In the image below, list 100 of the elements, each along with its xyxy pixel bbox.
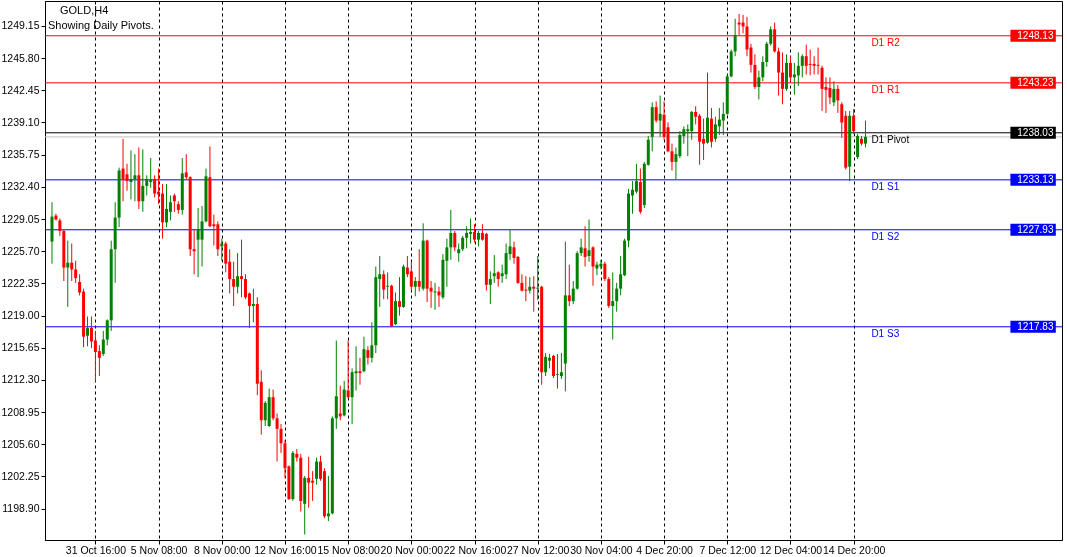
candlestick bbox=[832, 80, 836, 107]
annotation: 1243.23 bbox=[1017, 76, 1054, 88]
ref-line-label: D1 R1 bbox=[871, 83, 901, 95]
ref-line-label: D1 S2 bbox=[871, 230, 900, 242]
candlestick bbox=[852, 108, 856, 135]
candlestick bbox=[251, 288, 255, 323]
candlestick bbox=[346, 340, 350, 399]
x-tick-label: 14 Dec 20:00 bbox=[822, 543, 886, 556]
candlestick bbox=[66, 240, 70, 308]
candlestick bbox=[397, 276, 401, 317]
candlestick bbox=[149, 157, 153, 189]
candlestick bbox=[97, 344, 101, 377]
candlestick bbox=[196, 207, 200, 278]
candlestick bbox=[307, 456, 311, 509]
candlestick bbox=[236, 252, 240, 294]
y-tick-label: 1215.65 bbox=[1, 341, 40, 354]
candlestick bbox=[453, 230, 457, 252]
candlestick bbox=[804, 44, 808, 75]
candlestick bbox=[769, 25, 773, 47]
candlestick bbox=[603, 261, 607, 282]
candlestick bbox=[761, 55, 765, 82]
candlestick bbox=[228, 248, 232, 294]
candlestick bbox=[382, 269, 386, 300]
candlestick bbox=[559, 352, 563, 380]
candlestick bbox=[394, 291, 398, 326]
y-tick-label: 1232.40 bbox=[1, 180, 40, 193]
ref-line-label: D1 S3 bbox=[871, 327, 900, 339]
y-tick-label: 1229.05 bbox=[1, 212, 40, 225]
candlestick bbox=[733, 18, 737, 57]
candlestick bbox=[232, 261, 236, 307]
x-tick-label: 20 Nov 00:00 bbox=[380, 543, 444, 556]
candlestick bbox=[634, 163, 638, 195]
candlestick bbox=[702, 118, 706, 161]
candlestick bbox=[153, 174, 157, 198]
candlestick bbox=[172, 193, 176, 213]
candlestick bbox=[796, 51, 800, 87]
x-tick-label: 12 Dec 04:00 bbox=[759, 543, 823, 556]
candlestick bbox=[145, 174, 149, 196]
candlestick bbox=[808, 49, 812, 76]
x-tick-label: 22 Nov 16:00 bbox=[443, 543, 507, 556]
candlestick bbox=[263, 400, 267, 427]
candlestick bbox=[552, 354, 555, 379]
annotation: 1233.13 bbox=[1017, 173, 1054, 185]
x-tick-label: 4 Dec 20:00 bbox=[636, 543, 694, 556]
y-tick-label: 1222.35 bbox=[1, 276, 40, 289]
candlestick bbox=[78, 273, 82, 296]
candlestick bbox=[492, 254, 496, 284]
candlestick bbox=[362, 336, 366, 373]
candlestick bbox=[465, 225, 469, 249]
candlestick bbox=[544, 352, 548, 377]
candlestick bbox=[358, 357, 362, 386]
candlestick bbox=[165, 183, 168, 228]
candlestick bbox=[101, 330, 105, 357]
candlestick bbox=[121, 138, 125, 202]
x-tick-label: 30 Nov 04:00 bbox=[570, 543, 633, 556]
candlestick bbox=[105, 318, 109, 346]
candlestick bbox=[370, 321, 374, 364]
candlestick bbox=[93, 330, 97, 383]
candlestick bbox=[386, 271, 390, 300]
candlestick bbox=[654, 100, 658, 123]
candlestick bbox=[611, 271, 615, 341]
y-tick-label: 1242.45 bbox=[1, 83, 40, 96]
candlestick bbox=[800, 53, 804, 78]
ref-line-label: D1 R2 bbox=[871, 36, 901, 48]
candlestick bbox=[555, 353, 559, 390]
annotation: 1227.93 bbox=[1017, 223, 1054, 235]
text: Showing Daily Pivots. bbox=[48, 19, 154, 31]
candlestick bbox=[713, 116, 717, 143]
annotation: 1217.83 bbox=[1017, 320, 1054, 332]
candlestick bbox=[690, 110, 694, 141]
candlestick bbox=[141, 148, 145, 213]
candlestick bbox=[567, 264, 571, 307]
candlestick bbox=[125, 163, 129, 192]
candlestick bbox=[615, 282, 619, 313]
candlestick bbox=[757, 70, 761, 100]
ref-line-label: D1 Pivot bbox=[871, 133, 910, 145]
candlestick bbox=[184, 153, 188, 180]
x-tick-label: 8 Nov 00:00 bbox=[193, 543, 251, 556]
candlestick bbox=[536, 255, 540, 301]
y-tick-label: 1225.70 bbox=[1, 244, 40, 257]
annotation: 1238.03 bbox=[1017, 126, 1054, 138]
candlestick bbox=[792, 62, 796, 96]
x-tick-label: 15 Nov 08:00 bbox=[317, 543, 381, 556]
y-tick-label: 1208.95 bbox=[1, 405, 40, 418]
candlestick bbox=[836, 84, 840, 114]
candlestick bbox=[89, 316, 93, 349]
candlestick bbox=[658, 95, 662, 138]
y-tick-label: 1202.25 bbox=[1, 469, 40, 482]
candlestick bbox=[413, 276, 417, 297]
candlestick bbox=[532, 275, 536, 313]
y-tick-label: 1198.90 bbox=[2, 502, 40, 515]
candlestick bbox=[326, 475, 330, 522]
candlestick bbox=[334, 340, 338, 430]
candlestick bbox=[70, 243, 74, 282]
candlestick bbox=[583, 225, 587, 268]
candlestick bbox=[366, 345, 370, 366]
candlestick bbox=[717, 107, 721, 136]
candlestick bbox=[721, 101, 725, 136]
candlestick bbox=[816, 47, 820, 75]
candlestick bbox=[587, 219, 591, 263]
